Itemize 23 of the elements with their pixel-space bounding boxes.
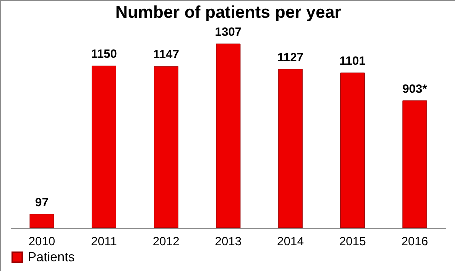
data-label: 97 [35, 195, 50, 210]
bar [340, 72, 366, 228]
x-tick-label: 2014 [277, 234, 304, 248]
bar [216, 44, 241, 228]
bar [402, 100, 428, 228]
data-label: 903* [402, 82, 428, 96]
bar [278, 69, 303, 228]
bar [154, 66, 179, 228]
data-label: 1147 [153, 48, 180, 62]
bar [30, 214, 54, 228]
x-tick-label: 2016 [402, 234, 429, 248]
x-tick-label: 2012 [153, 234, 180, 248]
chart-title: Number of patients per year [116, 3, 342, 22]
data-label: 1127 [278, 50, 304, 64]
data-label: 1101 [340, 54, 366, 68]
data-label: 1307 [215, 25, 242, 40]
x-tick-label: 2015 [339, 234, 366, 248]
bar [92, 66, 116, 228]
legend-label: Patients [28, 250, 76, 264]
x-tick-label: 2013 [215, 234, 242, 248]
data-label: 1150 [91, 47, 118, 62]
x-tick-label: 2011 [91, 234, 118, 248]
x-tick-label: 2010 [28, 234, 56, 248]
